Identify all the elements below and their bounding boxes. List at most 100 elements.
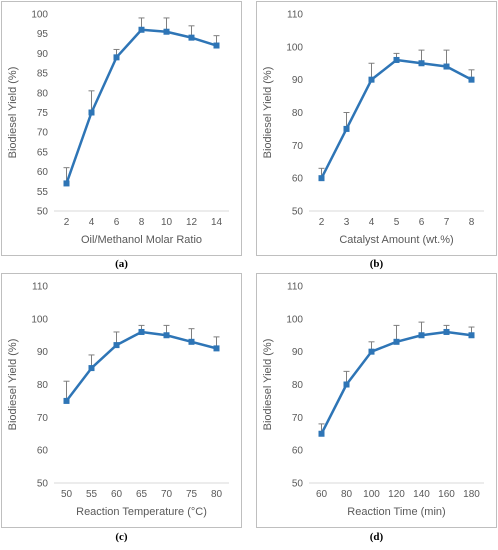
x-tick-label: 80 <box>211 489 223 500</box>
data-point <box>113 54 120 61</box>
y-axis-title: Biodiesel Yield (%) <box>7 339 19 431</box>
data-point <box>138 328 145 335</box>
x-tick-label: 5 <box>394 217 400 228</box>
y-tick-label: 80 <box>37 88 49 99</box>
y-tick-label: 80 <box>37 380 49 391</box>
data-point <box>163 28 170 35</box>
y-tick-label: 65 <box>37 147 49 158</box>
x-tick-label: 3 <box>344 217 350 228</box>
data-point <box>163 332 170 339</box>
y-tick-label: 110 <box>287 10 303 21</box>
x-axis-title: Reaction Temperature (°C) <box>76 506 207 518</box>
y-tick-label: 50 <box>37 479 49 490</box>
series-line <box>65 28 217 184</box>
data-point <box>443 328 450 335</box>
data-point <box>188 338 195 345</box>
chart-a: 50 55 60 65 70 75 80 85 90 95 100 2 4 6 8 10 12 14 Oil/Met… <box>7 10 229 246</box>
y-tick-label: 50 <box>292 207 304 218</box>
x-tick-label: 2 <box>64 217 70 228</box>
chart-panel-a: 50 55 60 65 70 75 80 85 90 95 100 2 4 6 8 10 12 14 Oil/Met… <box>1 1 242 256</box>
y-tick-label: 50 <box>292 479 304 490</box>
x-tick-label: 180 <box>463 489 480 500</box>
data-point <box>318 175 325 182</box>
y-tick-label: 60 <box>292 174 304 185</box>
data-point <box>88 109 95 116</box>
data-point <box>393 338 400 345</box>
y-tick-label: 110 <box>32 282 48 293</box>
data-point <box>213 42 220 49</box>
data-point <box>443 63 450 70</box>
y-tick-label: 55 <box>37 187 49 198</box>
x-tick-label: 100 <box>363 489 380 500</box>
data-point <box>213 345 220 352</box>
x-tick-label: 12 <box>186 217 198 228</box>
chart-panel-d: 50 60 70 80 90 100 110 60 80 100 120 140 160 180 React… <box>256 273 497 528</box>
data-point <box>88 365 95 372</box>
y-tick-label: 60 <box>37 446 49 457</box>
data-point <box>188 34 195 41</box>
chart-c: 50 60 70 80 90 100 110 50 55 60 65 70 75 80 Reaction T… <box>7 282 229 518</box>
data-point <box>113 342 120 349</box>
x-tick-label: 6 <box>419 217 425 228</box>
data-point <box>468 332 475 339</box>
x-tick-label: 2 <box>319 217 325 228</box>
caption-c: (c) <box>115 531 128 543</box>
chart-b: 50 60 70 80 90 100 110 2 3 4 5 6 7 8 Catalyst Amount (… <box>262 10 484 246</box>
chart-d: 50 60 70 80 90 100 110 60 80 100 120 140 160 180 React… <box>262 282 484 518</box>
y-tick-label: 100 <box>31 10 48 21</box>
x-axis-title: Catalyst Amount (wt.%) <box>339 234 453 246</box>
x-axis-title: Oil/Methanol Molar Ratio <box>81 234 202 246</box>
y-tick-label: 90 <box>37 49 49 60</box>
y-tick-label: 90 <box>37 347 49 358</box>
x-tick-label: 60 <box>316 489 328 500</box>
y-tick-label: 80 <box>292 380 304 391</box>
data-point <box>368 348 375 355</box>
y-axis-title: Biodiesel Yield (%) <box>262 339 274 431</box>
data-point <box>343 125 350 132</box>
chart-panel-b: 50 60 70 80 90 100 110 2 3 4 5 6 7 8 Catalyst Amount (… <box>256 1 497 256</box>
x-tick-label: 70 <box>161 489 173 500</box>
y-tick-label: 50 <box>37 207 49 218</box>
y-tick-label: 90 <box>292 75 304 86</box>
data-point <box>343 381 350 388</box>
y-tick-label: 70 <box>292 141 304 152</box>
y-tick-label: 90 <box>292 347 304 358</box>
y-tick-label: 100 <box>286 314 303 325</box>
x-tick-label: 7 <box>444 217 450 228</box>
data-point <box>63 397 70 404</box>
y-tick-label: 70 <box>37 413 49 424</box>
x-tick-label: 4 <box>89 217 95 228</box>
x-tick-label: 80 <box>341 489 353 500</box>
y-tick-label: 80 <box>292 108 304 119</box>
x-tick-label: 8 <box>469 217 475 228</box>
data-point <box>418 332 425 339</box>
x-tick-label: 140 <box>413 489 430 500</box>
y-axis-title: Biodiesel Yield (%) <box>7 67 19 159</box>
x-tick-label: 50 <box>61 489 73 500</box>
x-axis-title: Reaction Time (min) <box>347 506 445 518</box>
y-tick-label: 70 <box>292 413 304 424</box>
y-tick-label: 75 <box>37 108 49 119</box>
chart-panel-c: 50 60 70 80 90 100 110 50 55 60 65 70 75 80 Reaction T… <box>1 273 242 528</box>
x-tick-label: 10 <box>161 217 173 228</box>
y-tick-label: 110 <box>287 282 303 293</box>
caption-a: (a) <box>115 258 128 270</box>
data-point <box>368 76 375 83</box>
y-tick-label: 60 <box>37 167 49 178</box>
data-point <box>418 60 425 67</box>
data-point <box>63 180 70 187</box>
series-line <box>320 58 473 179</box>
data-point <box>468 76 475 83</box>
data-point <box>138 26 145 33</box>
x-tick-label: 75 <box>186 489 198 500</box>
y-tick-label: 70 <box>37 128 49 139</box>
caption-b: (b) <box>369 258 384 270</box>
y-tick-label: 100 <box>286 42 303 53</box>
y-tick-label: 95 <box>37 29 49 40</box>
data-point <box>393 56 400 63</box>
x-tick-label: 8 <box>139 217 145 228</box>
x-tick-label: 65 <box>136 489 148 500</box>
x-tick-label: 4 <box>369 217 375 228</box>
y-tick-label: 60 <box>292 446 304 457</box>
caption-d: (d) <box>369 531 384 543</box>
